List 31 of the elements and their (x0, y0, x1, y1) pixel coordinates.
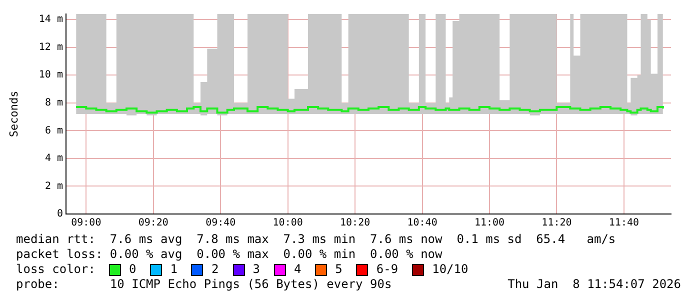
text: median rtt: 7.6 ms avg 7.8 ms max 7.3 ms min 7.6 ms now 0.1 ms sd 65.4 am/s (16, 232, 617, 247)
x-tick-label: 09:00 (71, 218, 102, 229)
text: 5 (335, 262, 342, 277)
x-tick-label: 11:20 (542, 218, 572, 229)
x-tick-label: 09:40 (206, 218, 236, 229)
x-tick-label: 11:40 (608, 218, 640, 229)
text: probe: 10 ICMP Echo Pings (56 Bytes) every 90s (16, 277, 392, 292)
text: Thu Jan 8 11:54:07 2026 (508, 277, 681, 292)
y-tick-label: 0 (56, 208, 63, 220)
y-tick-label: 6 m (44, 125, 63, 136)
x-tick-label: 10:00 (272, 218, 303, 229)
y-tick-label: 12 m (38, 42, 63, 53)
x-tick-label: 10:20 (340, 218, 370, 229)
y-tick-label: 8 m (44, 97, 63, 108)
text: 2 (211, 262, 219, 277)
y-tick-label: 4 m (44, 153, 63, 164)
text: 6-9 (376, 262, 398, 277)
text: 1 (170, 262, 178, 277)
y-tick-label: 10 m (38, 70, 63, 81)
y-axis-title: Seconds (7, 90, 20, 138)
text: 3 (252, 262, 260, 277)
x-tick-label: 11:00 (474, 218, 505, 229)
legend-title: loss color: (16, 262, 96, 277)
y-tick-label: 2 m (44, 180, 63, 192)
x-tick-label: 10:40 (407, 218, 438, 229)
text: packet loss: 0.00 % avg 0.00 % max 0.00 % min 0.00 % now (16, 247, 444, 262)
text: 0 (129, 262, 136, 277)
text: 10/10 (432, 262, 468, 277)
y-tick-label: 14 m (38, 14, 63, 26)
text: 4 (294, 262, 302, 277)
x-tick-label: 09:20 (138, 218, 168, 229)
